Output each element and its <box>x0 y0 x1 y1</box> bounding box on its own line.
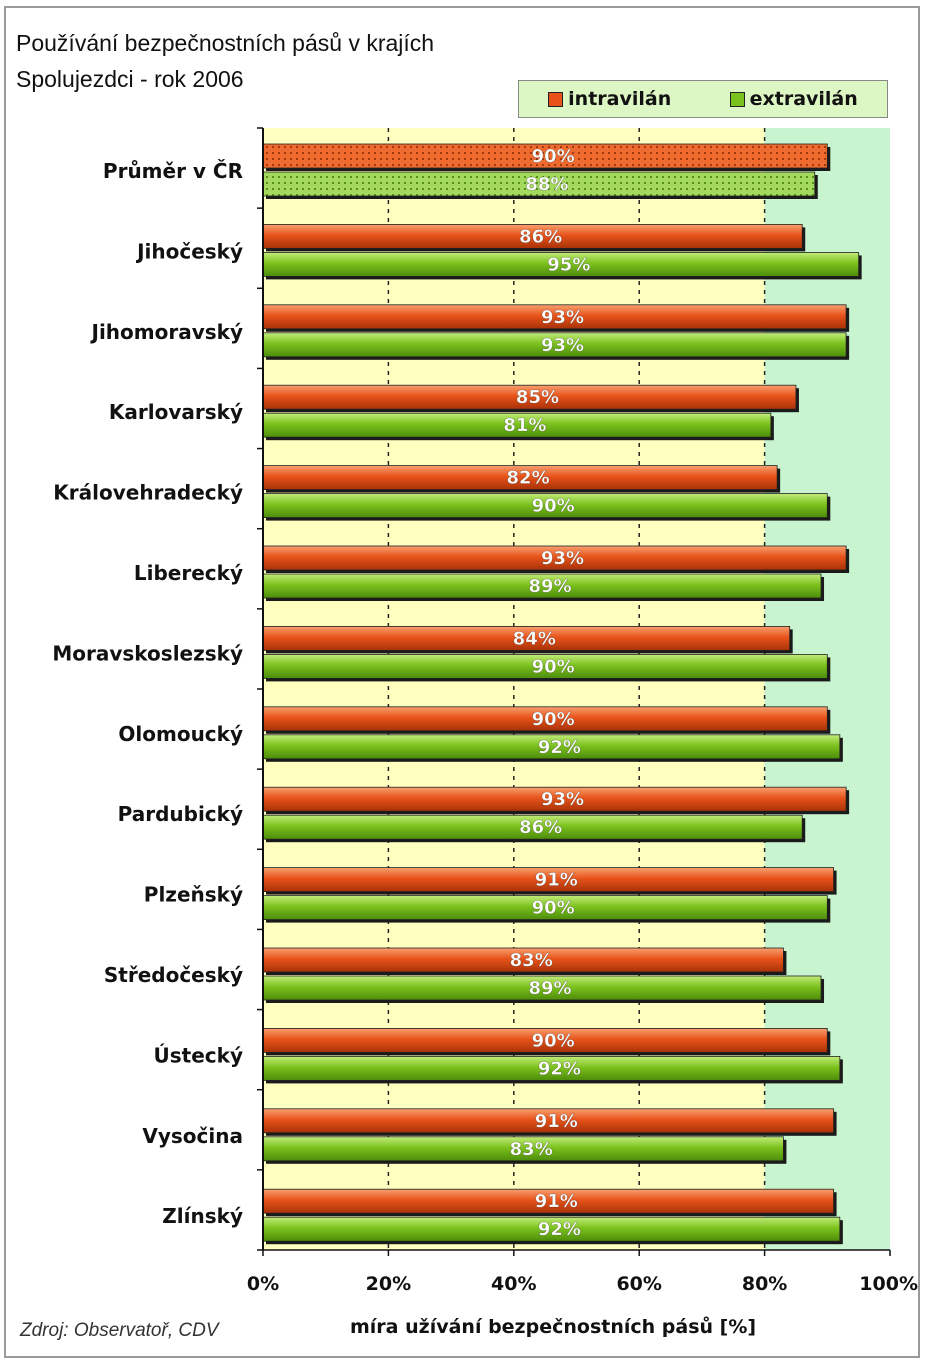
x-tick-label-5: 100% <box>859 1273 918 1295</box>
chart-title: Používání bezpečnostních pásů v krajích <box>16 30 435 56</box>
data-label-intravilan-vysocina: 91% <box>535 1111 578 1132</box>
x-tick-label-1: 20% <box>366 1273 411 1295</box>
bar-intravilan-jihomoravsky <box>262 304 847 330</box>
category-label-jihocesky: Jihočeský <box>135 239 243 263</box>
data-label-intravilan-plzensky: 91% <box>535 870 578 891</box>
bar-extravilan-jihocesky <box>262 251 860 277</box>
bar-extravilan-jihomoravsky <box>262 332 847 358</box>
data-label-intravilan-liberecky: 93% <box>541 548 584 569</box>
category-label-karlovarsky: Karlovarský <box>109 400 243 424</box>
chart-legend: intravilán extravilán <box>518 80 888 118</box>
data-label-intravilan-pardubicky: 93% <box>541 789 584 810</box>
bar-intravilan-jihocesky <box>262 223 803 249</box>
data-label-intravilan-jihocesky: 86% <box>519 226 562 247</box>
category-label-ustecky: Ústecký <box>154 1043 243 1067</box>
legend-swatch-intravilan <box>548 91 564 107</box>
category-label-jihomoravsky: Jihomoravský <box>90 320 244 344</box>
legend-swatch-extravilan <box>729 91 745 107</box>
bar-extravilan-pardubicky <box>262 814 803 840</box>
category-label-vysocina: Vysočina <box>142 1124 243 1148</box>
data-label-intravilan-moravskoslezsky: 84% <box>513 628 556 649</box>
category-label-moravskoslezsky: Moravskoslezský <box>52 641 243 665</box>
data-label-extravilan-stredocesky: 89% <box>528 978 571 999</box>
data-label-extravilan-plzensky: 90% <box>532 898 575 919</box>
data-label-intravilan-karlovarsky: 85% <box>516 387 559 408</box>
data-label-intravilan-jihomoravsky: 93% <box>541 307 584 328</box>
category-label-plzensky: Plzeňský <box>144 883 243 907</box>
source-note: Zdroj: Observatoř, CDV <box>20 1320 219 1341</box>
category-label-pardubicky: Pardubický <box>118 802 243 826</box>
data-label-extravilan-jihomoravsky: 93% <box>541 335 584 356</box>
data-label-extravilan-ustecky: 92% <box>538 1058 581 1079</box>
data-label-extravilan-zlinsky: 92% <box>538 1219 581 1240</box>
legend-item-extravilan: extravilán <box>729 88 858 110</box>
bar-intravilan-plzensky <box>262 867 834 892</box>
legend-label-extravilan: extravilán <box>749 88 858 110</box>
bar-intravilan-prumer-v-cr <box>262 143 828 169</box>
bar-extravilan-olomoucky <box>262 734 841 760</box>
x-tick-label-3: 60% <box>616 1273 661 1295</box>
data-label-intravilan-olomoucky: 90% <box>532 709 575 730</box>
data-label-extravilan-karlovarsky: 81% <box>503 415 546 436</box>
legend-item-intravilan: intravilán <box>548 88 671 110</box>
bar-intravilan-karlovarsky <box>262 384 797 410</box>
x-tick-label-0: 0% <box>247 1273 279 1295</box>
data-label-intravilan-ustecky: 90% <box>532 1030 575 1051</box>
x-tick-label-2: 40% <box>491 1273 536 1295</box>
data-label-extravilan-moravskoslezsky: 90% <box>532 656 575 677</box>
data-label-intravilan-kralovehradecky: 82% <box>507 468 550 489</box>
data-label-extravilan-vysocina: 83% <box>510 1139 553 1160</box>
bar-intravilan-pardubicky <box>262 786 847 812</box>
bar-intravilan-olomoucky <box>262 706 828 732</box>
bar-extravilan-liberecky <box>262 573 822 599</box>
bar-intravilan-moravskoslezsky <box>262 626 791 651</box>
data-label-extravilan-jihocesky: 95% <box>547 254 590 275</box>
category-label-kralovehradecky: Královehradecký <box>53 481 243 505</box>
bar-intravilan-stredocesky <box>262 947 784 973</box>
chart-subtitle: Spolujezdci - rok 2006 <box>16 66 244 92</box>
bar-extravilan-kralovehradecky <box>262 493 828 519</box>
x-tick-label-4: 80% <box>742 1273 787 1295</box>
data-label-extravilan-pardubicky: 86% <box>519 817 562 838</box>
data-label-extravilan-prumer-v-cr: 88% <box>525 174 568 195</box>
category-label-liberecky: Liberecký <box>134 561 243 585</box>
legend-label-intravilan: intravilán <box>568 88 672 110</box>
data-label-extravilan-liberecky: 89% <box>528 576 571 597</box>
bar-intravilan-zlinsky <box>262 1188 834 1214</box>
category-label-zlinsky: Zlínský <box>162 1204 243 1228</box>
category-label-olomoucky: Olomoucký <box>118 722 243 746</box>
bar-extravilan-vysocina <box>262 1136 784 1162</box>
bar-intravilan-kralovehradecky <box>262 465 778 491</box>
data-label-extravilan-olomoucky: 92% <box>538 737 581 758</box>
category-label-stredocesky: Středočeský <box>104 963 243 987</box>
data-label-extravilan-kralovehradecky: 90% <box>532 496 575 517</box>
category-label-prumer-v-cr: Průměr v ČR <box>103 159 243 183</box>
data-label-intravilan-stredocesky: 83% <box>510 950 553 971</box>
data-label-intravilan-prumer-v-cr: 90% <box>532 146 575 167</box>
x-axis-label: míra užívání bezpečnostních pásů [%] <box>350 1316 757 1338</box>
data-label-intravilan-zlinsky: 91% <box>535 1191 578 1212</box>
bar-intravilan-vysocina <box>262 1108 834 1134</box>
